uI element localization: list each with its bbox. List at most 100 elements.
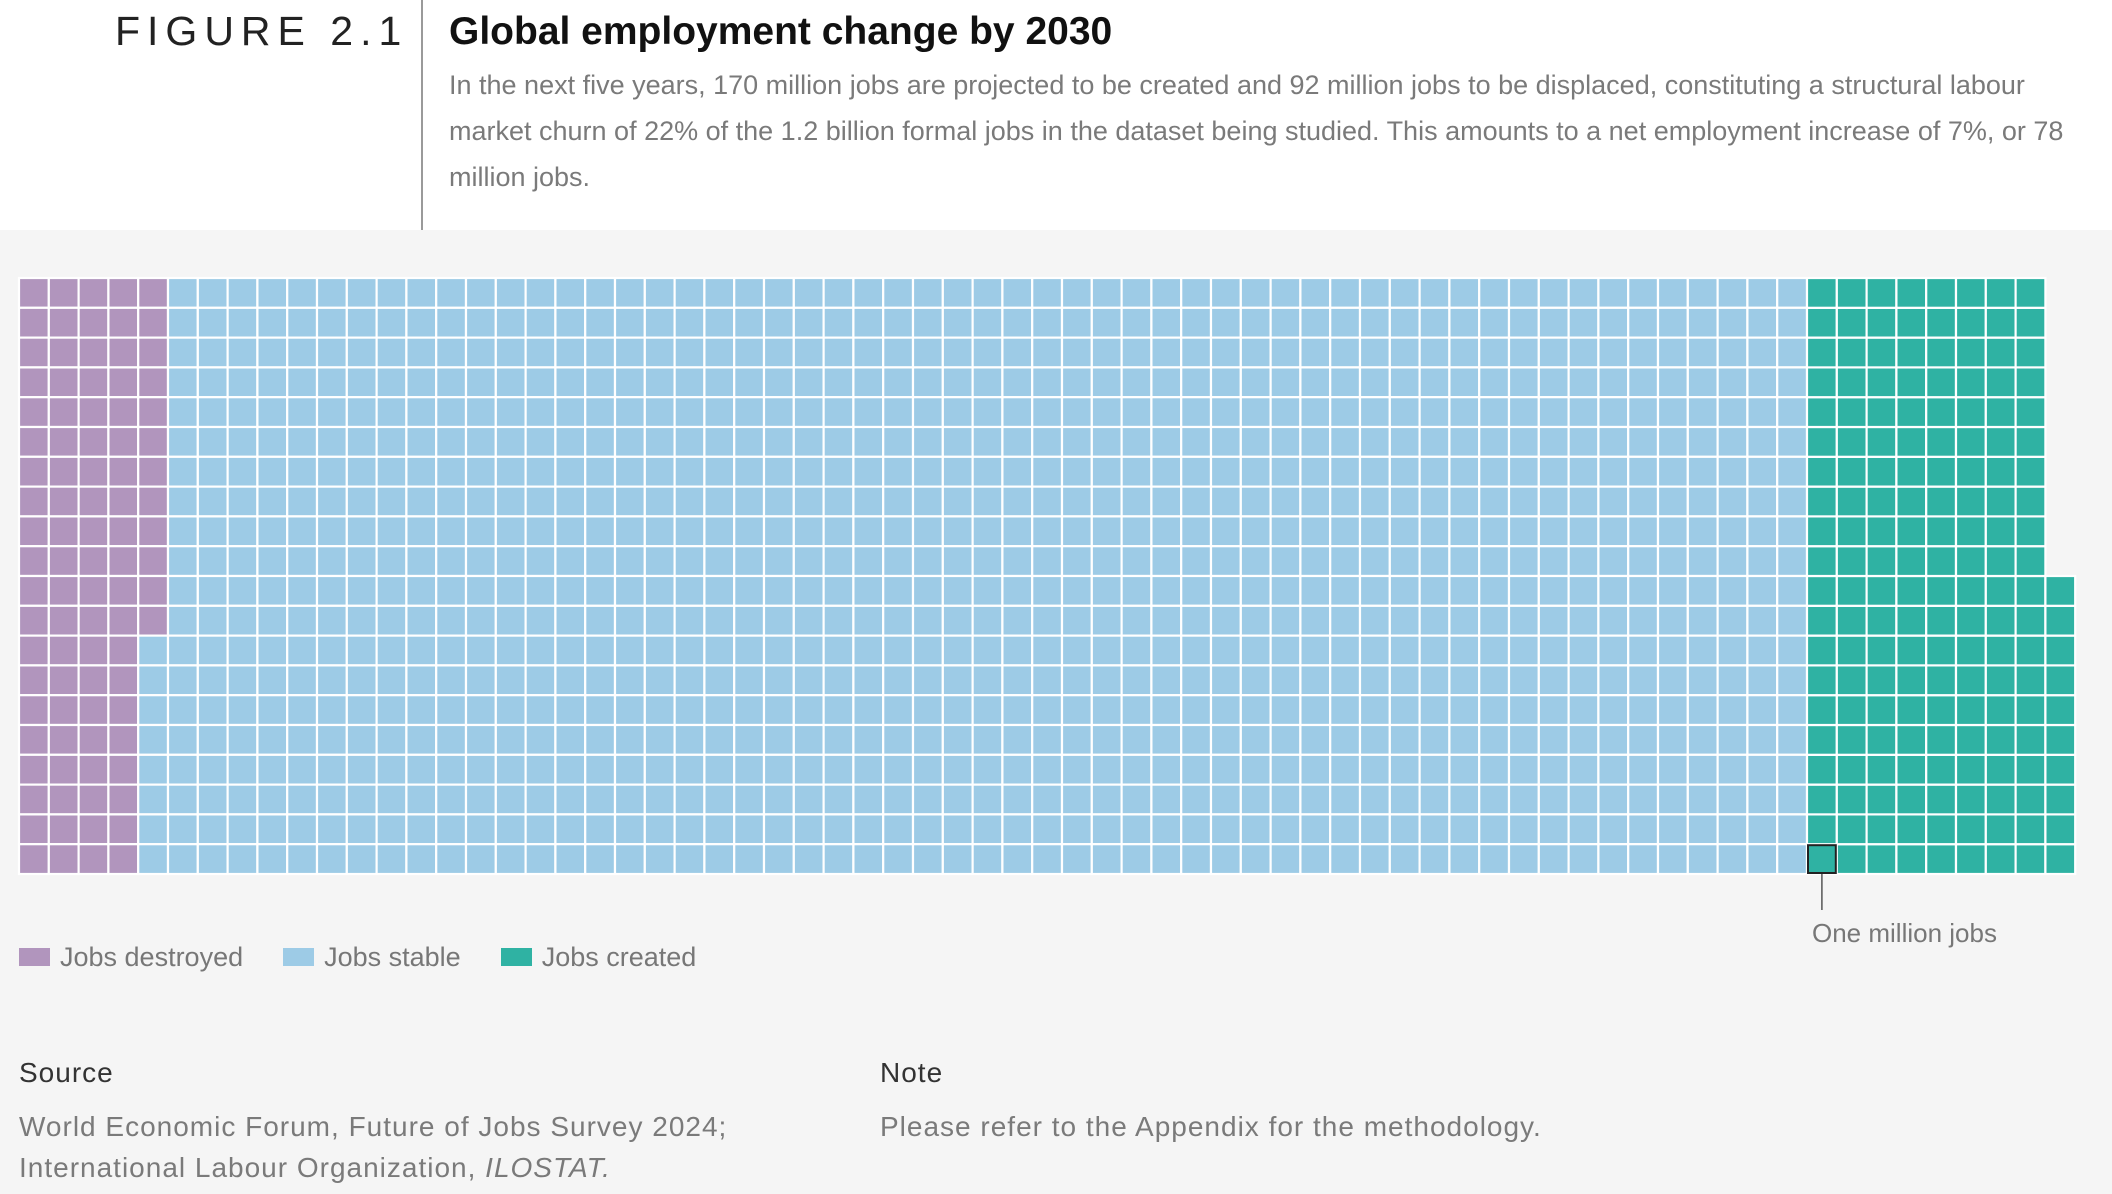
waffle-cell-stable — [226, 545, 259, 578]
waffle-cell-stable — [345, 425, 378, 458]
waffle-cell-stable — [1597, 545, 1630, 578]
figure-label: FIGURE 2.1 — [115, 8, 409, 54]
waffle-cell-stable — [1209, 574, 1242, 607]
waffle-cell-stable — [852, 753, 885, 786]
waffle-cell-stable — [1746, 664, 1779, 697]
waffle-cell-stable — [971, 336, 1004, 369]
legend-item-stable: Jobs stable — [283, 942, 461, 973]
waffle-cell-created — [2044, 634, 2077, 667]
waffle-cell-destroyed — [47, 515, 80, 548]
waffle-cell-stable — [584, 694, 617, 727]
waffle-cell-stable — [1358, 664, 1391, 697]
waffle-cell-stable — [1299, 425, 1332, 458]
waffle-cell-destroyed — [77, 664, 110, 697]
waffle-cell-stable — [464, 604, 497, 637]
waffle-cell-stable — [1388, 336, 1421, 369]
waffle-cell-stable — [196, 425, 229, 458]
waffle-cell-stable — [435, 604, 468, 637]
waffle-cell-stable — [1239, 694, 1272, 727]
waffle-cell-stable — [1060, 574, 1093, 607]
waffle-cell-stable — [792, 783, 825, 816]
waffle-cell-stable — [941, 753, 974, 786]
waffle-cell-stable — [733, 694, 766, 727]
waffle-cell-stable — [1567, 813, 1600, 846]
waffle-cell-stable — [703, 306, 736, 339]
waffle-cell-created — [2044, 813, 2077, 846]
waffle-cell-stable — [1329, 604, 1362, 637]
waffle-cell-stable — [941, 366, 974, 399]
waffle-cell-stable — [673, 634, 706, 667]
waffle-cell-stable — [584, 485, 617, 518]
waffle-cell-destroyed — [77, 843, 110, 876]
waffle-cell-stable — [1746, 753, 1779, 786]
waffle-cell-stable — [584, 515, 617, 548]
waffle-cell-stable — [1329, 694, 1362, 727]
waffle-cell-stable — [1627, 694, 1660, 727]
waffle-cell-stable — [1001, 843, 1034, 876]
waffle-cell-stable — [762, 366, 795, 399]
waffle-cell-destroyed — [17, 485, 50, 518]
waffle-cell-stable — [1686, 664, 1719, 697]
waffle-cell-created — [1835, 694, 1868, 727]
waffle-cell-stable — [882, 634, 915, 667]
waffle-cell-stable — [196, 694, 229, 727]
waffle-cell-stable — [1150, 604, 1183, 637]
waffle-cell-stable — [345, 813, 378, 846]
waffle-cell-stable — [971, 604, 1004, 637]
waffle-cell-stable — [762, 306, 795, 339]
waffle-cell-stable — [524, 813, 557, 846]
waffle-cell-stable — [1507, 634, 1540, 667]
waffle-cell-stable — [435, 545, 468, 578]
waffle-cell-stable — [1060, 694, 1093, 727]
waffle-cell-stable — [166, 396, 199, 429]
waffle-cell-stable — [1329, 306, 1362, 339]
waffle-cell-stable — [852, 604, 885, 637]
waffle-cell-created — [1805, 455, 1838, 488]
waffle-cell-stable — [345, 396, 378, 429]
waffle-cell-stable — [1448, 306, 1481, 339]
waffle-cell-stable — [1418, 425, 1451, 458]
waffle-cell-stable — [435, 664, 468, 697]
waffle-cell-stable — [286, 366, 319, 399]
waffle-cell-stable — [1716, 276, 1749, 309]
waffle-cell-created — [1865, 634, 1898, 667]
waffle-cell-stable — [137, 753, 170, 786]
waffle-cell-stable — [643, 366, 676, 399]
waffle-cell-stable — [554, 813, 587, 846]
waffle-cell-created — [1805, 664, 1838, 697]
waffle-cell-stable — [1507, 366, 1540, 399]
waffle-cell-stable — [1507, 396, 1540, 429]
waffle-cell-stable — [971, 664, 1004, 697]
waffle-cell-stable — [1448, 634, 1481, 667]
waffle-cell-stable — [554, 485, 587, 518]
waffle-cell-stable — [345, 366, 378, 399]
waffle-cell-stable — [1120, 783, 1153, 816]
waffle-cell-stable — [345, 485, 378, 518]
waffle-cell-stable — [733, 485, 766, 518]
waffle-cell-stable — [941, 306, 974, 339]
waffle-cell-stable — [852, 694, 885, 727]
waffle-cell-stable — [1060, 604, 1093, 637]
waffle-cell-destroyed — [107, 753, 140, 786]
waffle-cell-created — [1865, 813, 1898, 846]
waffle-cell-stable — [673, 425, 706, 458]
waffle-cell-stable — [1597, 723, 1630, 756]
waffle-cell-stable — [1537, 485, 1570, 518]
waffle-cell-stable — [1776, 425, 1809, 458]
waffle-cell-stable — [1031, 843, 1064, 876]
waffle-cell-created — [1805, 515, 1838, 548]
waffle-cell-stable — [435, 396, 468, 429]
waffle-cell-stable — [1150, 664, 1183, 697]
waffle-cell-stable — [762, 515, 795, 548]
waffle-cell-created — [1865, 545, 1898, 578]
waffle-cell-stable — [852, 276, 885, 309]
waffle-cell-stable — [1418, 485, 1451, 518]
waffle-cell-stable — [464, 545, 497, 578]
waffle-cell-stable — [1001, 545, 1034, 578]
waffle-cell-stable — [166, 485, 199, 518]
waffle-cell-stable — [971, 634, 1004, 667]
waffle-cell-stable — [1180, 843, 1213, 876]
chart-title: Global employment change by 2030 — [449, 10, 1113, 53]
waffle-cell-stable — [464, 813, 497, 846]
waffle-cell-stable — [882, 694, 915, 727]
